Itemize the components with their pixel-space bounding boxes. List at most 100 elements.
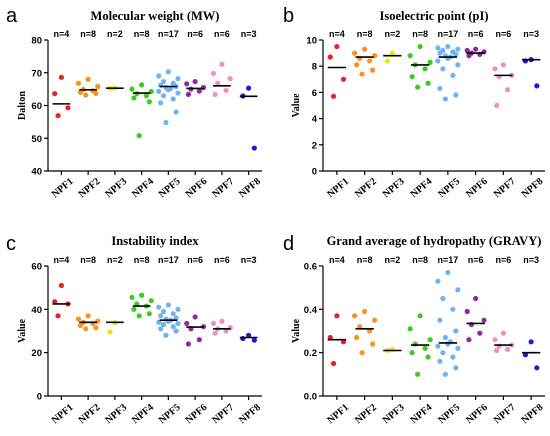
data-point [156, 304, 162, 310]
data-point [534, 365, 540, 371]
data-point [219, 318, 225, 324]
data-point [196, 337, 202, 343]
x-tick-label: NPF3 [103, 402, 129, 426]
x-tick-label: NPF2 [353, 176, 379, 200]
data-point [251, 145, 257, 151]
data-point [65, 105, 71, 111]
x-tick-label: NPF5 [436, 176, 462, 200]
data-point [442, 96, 448, 102]
data-point [352, 313, 358, 319]
y-tick-label: 8 [312, 62, 317, 73]
x-tick-label: NPF6 [464, 402, 490, 426]
y-tick-label: 0.4 [304, 305, 318, 316]
data-point [75, 80, 82, 86]
y-tick-label: 40 [31, 305, 42, 316]
data-point [58, 282, 64, 289]
data-point [210, 70, 217, 77]
y-tick-label: 2 [312, 140, 317, 151]
y-tick-label: 6 [312, 88, 317, 99]
y-tick-label: 70 [31, 68, 42, 79]
data-point [340, 339, 347, 345]
data-point [440, 295, 446, 302]
n-label: n=17 [437, 255, 458, 265]
data-point [160, 308, 167, 315]
data-point [354, 62, 360, 68]
data-point [453, 51, 459, 58]
data-point [409, 350, 415, 356]
data-point [466, 53, 472, 59]
n-label: n=8 [412, 29, 428, 39]
data-point [359, 350, 365, 356]
data-point [75, 316, 82, 322]
data-point [425, 354, 431, 360]
data-point [136, 133, 142, 139]
data-point [184, 81, 190, 87]
data-point [450, 306, 456, 312]
y-tick-label: 0.0 [304, 392, 317, 403]
panel-title: Grand average of hydropathy (GRAVY) [327, 234, 542, 248]
n-label: n=2 [384, 29, 400, 39]
data-point [196, 88, 202, 94]
n-label: n=4 [329, 29, 345, 39]
data-point [453, 92, 459, 98]
data-point [131, 95, 137, 101]
y-tick-label: 0.2 [304, 348, 317, 359]
data-point [407, 326, 413, 332]
data-point [440, 350, 446, 356]
y-tick-label: 20 [31, 348, 42, 359]
data-point [246, 85, 252, 91]
data-point [450, 72, 456, 78]
data-point [494, 347, 500, 354]
data-point [93, 90, 99, 96]
data-point [83, 326, 89, 332]
data-point [362, 308, 368, 315]
data-point [129, 294, 135, 301]
data-point [139, 292, 145, 298]
data-point [494, 102, 500, 109]
data-point [215, 80, 221, 86]
data-point [327, 334, 333, 341]
data-point [473, 46, 479, 52]
data-point [500, 330, 506, 336]
data-point [477, 330, 483, 336]
data-point [455, 287, 461, 293]
data-point [464, 47, 470, 54]
data-point [192, 314, 198, 320]
y-axis-label: Value [17, 318, 28, 343]
panel-letter: b [283, 5, 294, 27]
x-tick-label: NPF1 [325, 176, 351, 200]
y-tick-label: 60 [31, 262, 42, 273]
x-tick-label: NPF7 [210, 402, 236, 426]
data-point [370, 341, 376, 347]
n-label: n=4 [53, 255, 69, 265]
n-label: n=17 [437, 29, 458, 39]
data-point [52, 91, 58, 97]
x-tick-label: NPF5 [157, 402, 183, 426]
y-tick-label: 40 [31, 167, 42, 178]
data-point [160, 78, 167, 85]
n-label: n=3 [241, 255, 257, 265]
n-label: n=17 [158, 255, 179, 265]
data-point [83, 92, 89, 98]
n-label: n=6 [468, 29, 484, 39]
data-point [160, 321, 167, 328]
data-point [334, 313, 340, 319]
data-point [367, 58, 373, 64]
data-point [455, 345, 461, 351]
data-point [227, 76, 233, 82]
x-tick-label: NPF8 [520, 402, 546, 426]
n-label: n=2 [107, 29, 123, 39]
x-tick-label: NPF2 [353, 402, 379, 426]
data-point [409, 74, 415, 80]
y-axis-label: Value [291, 93, 302, 118]
data-point [219, 61, 225, 67]
data-point [143, 93, 150, 99]
x-tick-label: NPF6 [184, 176, 210, 200]
data-point [165, 87, 171, 93]
data-point [367, 328, 373, 334]
data-point [455, 46, 461, 52]
data-point [146, 99, 152, 105]
n-label: n=6 [214, 255, 230, 265]
data-point [165, 302, 171, 308]
data-point [435, 45, 441, 51]
